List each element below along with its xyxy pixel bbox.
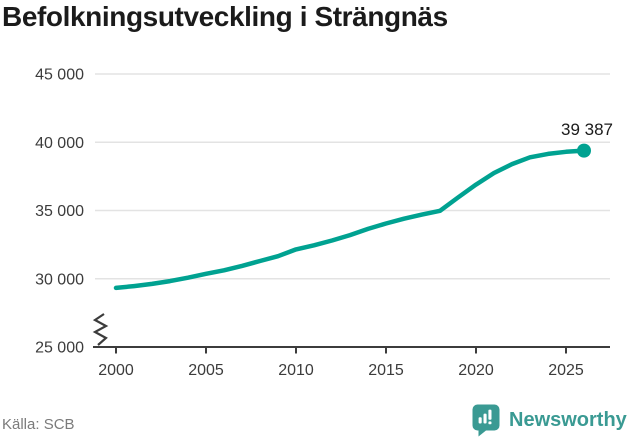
x-axis-tick-label: 2000 [98, 362, 134, 379]
newsworthy-logo: Newsworthy [472, 403, 627, 437]
x-axis-tick-label: 2020 [458, 362, 494, 379]
x-axis-tick-label: 2010 [278, 362, 314, 379]
end-value-label: 39 387 [561, 120, 613, 139]
y-axis-tick-label: 45 000 [35, 67, 84, 84]
y-axis-tick-label: 25 000 [35, 340, 84, 357]
end-point-marker [577, 143, 591, 158]
x-axis-tick-label: 2005 [188, 362, 224, 379]
y-axis-tick-label: 40 000 [35, 135, 84, 152]
newsworthy-bubble-chart-icon [472, 404, 500, 436]
axis-break-icon [92, 313, 109, 346]
chart-title: Befolkningsutveckling i Strängnäs [2, 1, 448, 32]
x-axis-tick-label: 2015 [368, 362, 404, 379]
newsworthy-wordmark: Newsworthy [509, 409, 627, 431]
x-axis-tick-label: 2025 [548, 362, 584, 379]
population-line-series [113, 148, 587, 291]
y-axis-tick-label: 35 000 [35, 203, 84, 220]
y-axis-tick-label: 30 000 [35, 271, 84, 288]
source-label: Källa: SCB [2, 416, 75, 433]
